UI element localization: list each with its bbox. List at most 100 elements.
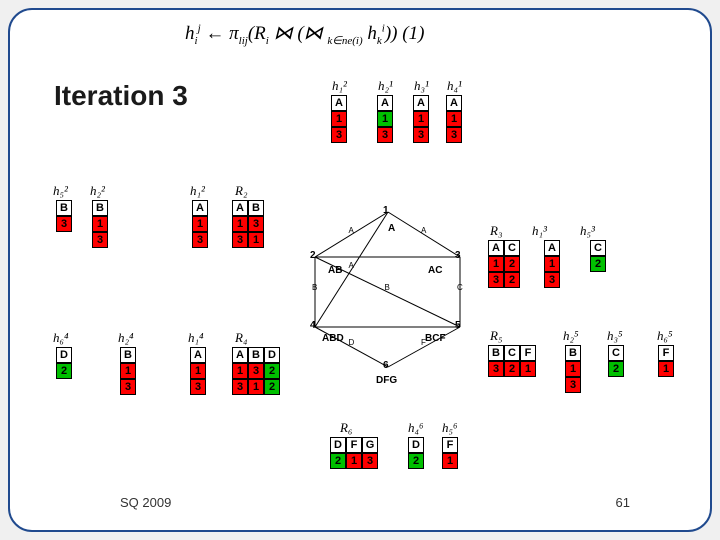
table-header-cell: D	[330, 437, 346, 453]
table-cell: 3	[488, 272, 504, 288]
table-cell: 1	[346, 453, 362, 469]
table-header-cell: D	[56, 347, 72, 363]
data-table: B3	[56, 200, 72, 232]
math-label: h₄¹	[447, 78, 462, 94]
table-header-cell: A	[413, 95, 429, 111]
footer-right: 61	[616, 495, 630, 510]
math-label: h₅⁶	[442, 420, 458, 436]
table-cell: 1	[413, 111, 429, 127]
data-table: A13	[413, 95, 429, 143]
table-cell: 1	[248, 232, 264, 248]
table-cell: 2	[264, 379, 280, 395]
data-table: AB1331	[232, 200, 264, 248]
table-cell: 3	[56, 216, 72, 232]
table-header-cell: F	[346, 437, 362, 453]
data-table: A13	[377, 95, 393, 143]
math-label: h₂²	[90, 183, 105, 199]
graph-node: 6	[383, 360, 389, 371]
data-table: BCF321	[488, 345, 536, 377]
data-table: F1	[658, 345, 674, 377]
table-header-cell: A	[192, 200, 208, 216]
table-cell: 2	[504, 272, 520, 288]
table-header-cell: A	[488, 240, 504, 256]
ring-label: DFG	[376, 375, 397, 386]
edge-label: A	[349, 226, 354, 235]
edge-label: C	[457, 283, 463, 292]
table-header-cell: D	[408, 437, 424, 453]
table-cell: 1	[446, 111, 462, 127]
ring-label: BCF	[425, 333, 446, 344]
table-header-cell: A	[446, 95, 462, 111]
math-label: h₅³	[580, 223, 595, 239]
data-table: A13	[544, 240, 560, 288]
ring-label: A	[388, 223, 395, 234]
data-table: C2	[590, 240, 606, 272]
math-label: h₁³	[532, 223, 547, 239]
table-header-cell: G	[362, 437, 378, 453]
math-label: h₂⁵	[563, 328, 579, 344]
table-cell: 2	[264, 363, 280, 379]
table-header-cell: F	[658, 345, 674, 361]
math-label: h₂¹	[378, 78, 393, 94]
table-cell: 1	[488, 256, 504, 272]
table-header-cell: A	[232, 347, 248, 363]
table-cell: 2	[408, 453, 424, 469]
table-cell: 3	[377, 127, 393, 143]
table-cell: 1	[377, 111, 393, 127]
ring-label: AB	[328, 265, 342, 276]
data-table: A13	[446, 95, 462, 143]
edge-label: B	[385, 283, 390, 292]
table-header-cell: F	[442, 437, 458, 453]
table-header-cell: C	[504, 240, 520, 256]
table-cell: 1	[232, 216, 248, 232]
data-table: F1	[442, 437, 458, 469]
table-cell: 1	[544, 256, 560, 272]
table-header-cell: A	[232, 200, 248, 216]
math-label: R₆	[340, 420, 352, 436]
table-cell: 1	[92, 216, 108, 232]
graph-node: 5	[455, 320, 461, 331]
edge-label: D	[349, 338, 355, 347]
math-label: R₅	[490, 328, 502, 344]
table-cell: 1	[192, 216, 208, 232]
table-cell: 3	[362, 453, 378, 469]
table-header-cell: B	[488, 345, 504, 361]
math-label: h₆⁴	[53, 330, 69, 346]
table-cell: 3	[192, 232, 208, 248]
table-header-cell: F	[520, 345, 536, 361]
footer-left: SQ 2009	[120, 495, 171, 510]
slide-frame: hij ← πlij(Ri ⋈ (⋈ k∈ne(i) hki)) (1) Ite…	[8, 8, 712, 532]
data-table: DFG213	[330, 437, 378, 469]
edge-label: A	[421, 226, 426, 235]
edge-label: A	[349, 261, 354, 270]
table-header-cell: B	[56, 200, 72, 216]
data-table: ABD132312	[232, 347, 280, 395]
table-cell: 1	[565, 361, 581, 377]
math-label: h₂⁴	[118, 330, 134, 346]
graph-node: 3	[455, 250, 461, 261]
table-cell: 3	[120, 379, 136, 395]
table-cell: 3	[544, 272, 560, 288]
table-header-cell: B	[248, 347, 264, 363]
math-label: h₁²	[332, 78, 347, 94]
data-table: D2	[408, 437, 424, 469]
data-table: C2	[608, 345, 624, 377]
data-table: A13	[331, 95, 347, 143]
table-cell: 3	[413, 127, 429, 143]
table-cell: 3	[92, 232, 108, 248]
math-label: R₂	[235, 183, 247, 199]
table-cell: 3	[446, 127, 462, 143]
table-header-cell: A	[331, 95, 347, 111]
graph-node: 2	[310, 250, 316, 261]
formula: hij ← πlij(Ri ⋈ (⋈ k∈ne(i) hki)) (1)	[185, 22, 424, 47]
data-table: A13	[190, 347, 206, 395]
table-header-cell: B	[248, 200, 264, 216]
table-cell: 1	[331, 111, 347, 127]
math-label: h₃¹	[414, 78, 429, 94]
table-header-cell: D	[264, 347, 280, 363]
math-label: h₁²	[190, 183, 205, 199]
math-label: h₅²	[53, 183, 68, 199]
table-header-cell: B	[120, 347, 136, 363]
table-cell: 3	[565, 377, 581, 393]
table-cell: 2	[504, 256, 520, 272]
